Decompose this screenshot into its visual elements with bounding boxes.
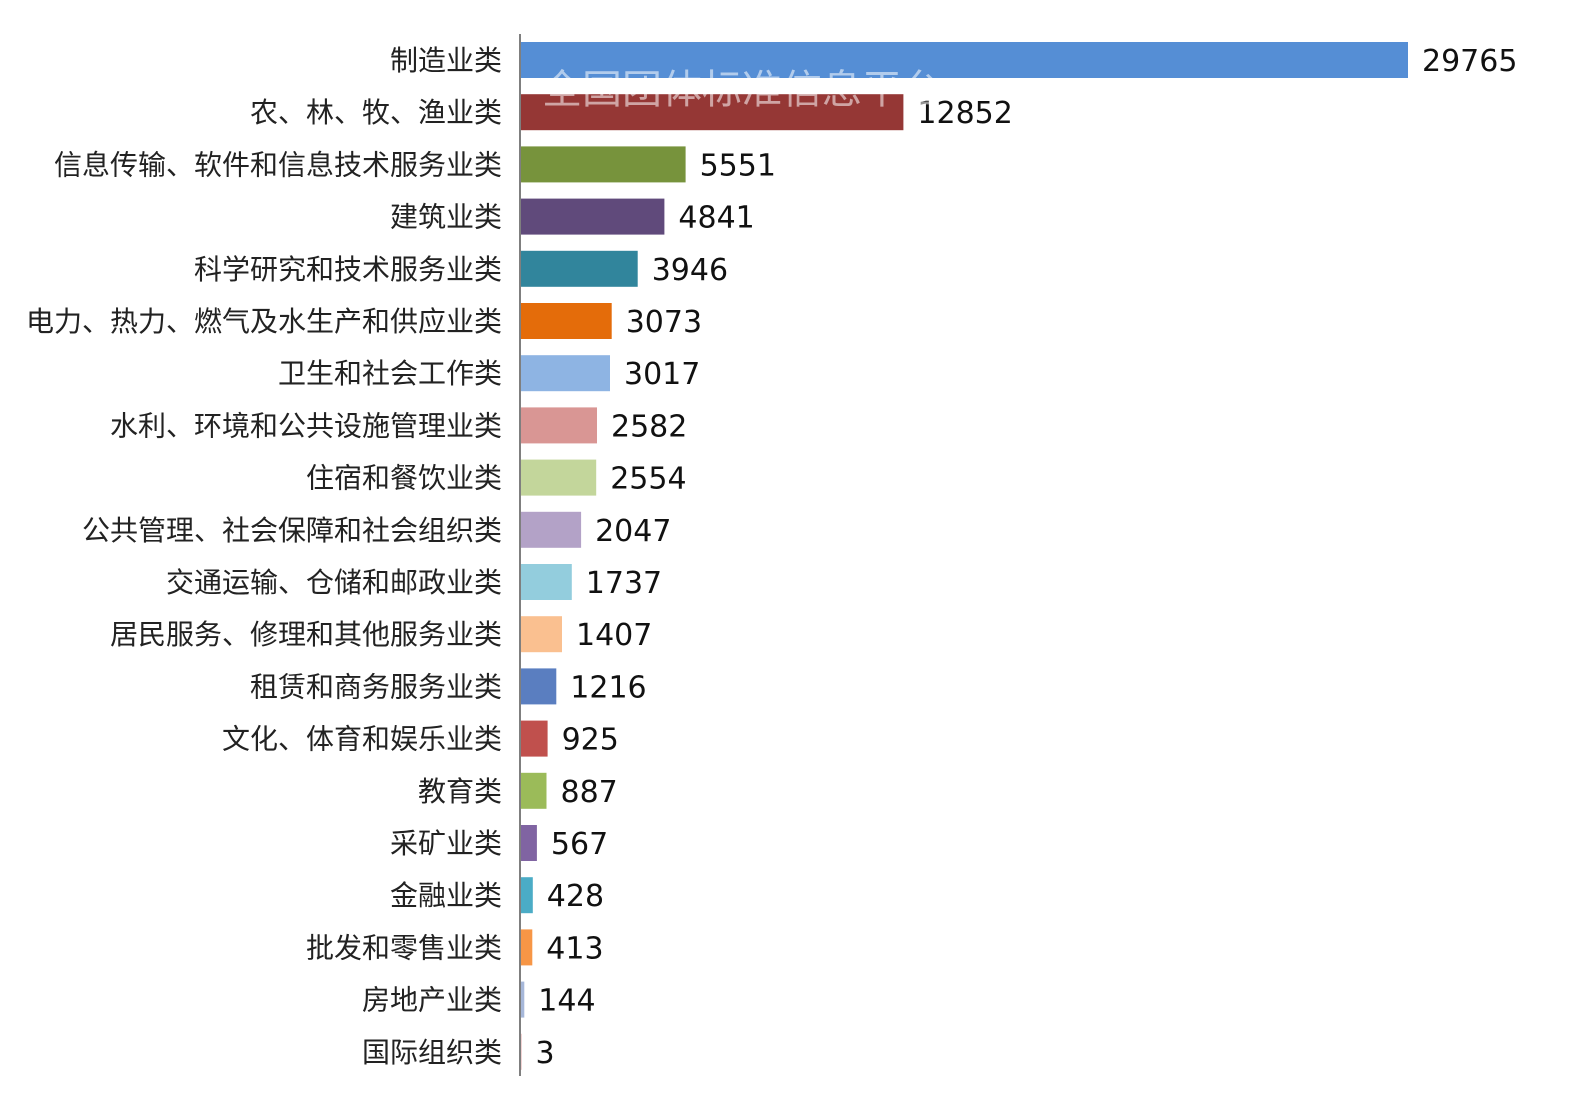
bars-layer: [520, 42, 1408, 1070]
category-label-19: 国际组织类: [362, 1036, 502, 1069]
category-label-15: 采矿业类: [390, 827, 502, 860]
bar-1: [520, 94, 904, 131]
category-label-12: 租赁和商务服务业类: [250, 670, 502, 703]
category-label-6: 卫生和社会工作类: [278, 357, 502, 390]
category-label-17: 批发和零售业类: [306, 931, 502, 964]
category-label-7: 水利、环境和公共设施管理业类: [110, 409, 502, 442]
watermark-text: 全国团体标准信息平台: [542, 67, 942, 113]
bar-9: [520, 511, 582, 548]
bar-18: [520, 981, 525, 1018]
value-label-2: 5551: [700, 148, 776, 183]
value-label-16: 428: [547, 879, 604, 914]
bar-6: [520, 355, 610, 392]
bar-5: [520, 303, 612, 339]
bar-13: [520, 720, 548, 757]
category-label-5: 电力、热力、燃气及水生产和供应业类: [26, 305, 502, 338]
bar-4: [520, 250, 638, 287]
labels-layer: 制造业类 29765 农、林、牧、渔业类 12852 信息传输、软件和信息技术服务业类 5…: [26, 44, 1517, 1071]
bar-7: [520, 407, 597, 444]
value-label-19: 3: [536, 1036, 555, 1071]
category-label-9: 公共管理、社会保障和社会组织类: [82, 514, 502, 547]
value-label-4: 3946: [652, 253, 728, 288]
category-label-14: 教育类: [418, 775, 502, 808]
bar-16: [520, 877, 533, 914]
category-label-11: 居民服务、修理和其他服务业类: [110, 618, 502, 651]
category-label-18: 房地产业类: [362, 984, 502, 1017]
value-label-3: 4841: [678, 201, 754, 236]
bar-0: [520, 42, 1408, 78]
value-label-17: 413: [546, 931, 603, 966]
bar-3: [520, 198, 665, 235]
bar-14: [520, 772, 547, 809]
category-label-16: 金融业类: [390, 879, 502, 912]
category-label-2: 信息传输、软件和信息技术服务业类: [54, 148, 502, 181]
category-label-1: 农、林、牧、渔业类: [250, 96, 502, 129]
value-label-5: 3073: [626, 305, 702, 340]
value-label-12: 1216: [570, 670, 646, 705]
value-label-14: 887: [561, 775, 618, 810]
value-label-1: 12852: [917, 96, 1012, 131]
value-label-6: 3017: [624, 357, 700, 392]
value-label-11: 1407: [576, 618, 652, 653]
bar-10: [520, 564, 572, 600]
bar-2: [520, 146, 686, 183]
value-label-7: 2582: [611, 409, 687, 444]
value-label-13: 925: [562, 723, 619, 758]
value-label-10: 1737: [586, 566, 662, 601]
category-label-4: 科学研究和技术服务业类: [194, 253, 502, 286]
bar-15: [520, 825, 537, 861]
bar-17: [520, 929, 533, 966]
category-label-13: 文化、体育和娱乐业类: [222, 723, 502, 756]
category-label-8: 住宿和餐饮业类: [306, 462, 502, 495]
bar-12: [520, 668, 557, 705]
value-label-15: 567: [551, 827, 608, 862]
category-label-10: 交通运输、仓储和邮政业类: [166, 566, 502, 599]
value-label-18: 144: [538, 984, 595, 1019]
bar-11: [520, 616, 562, 653]
bar-8: [520, 459, 597, 496]
category-label-3: 建筑业类: [390, 201, 502, 234]
value-label-9: 2047: [595, 514, 671, 549]
category-label-0: 制造业类: [390, 44, 502, 77]
value-label-0: 29765: [1422, 44, 1517, 79]
value-label-8: 2554: [610, 462, 686, 497]
